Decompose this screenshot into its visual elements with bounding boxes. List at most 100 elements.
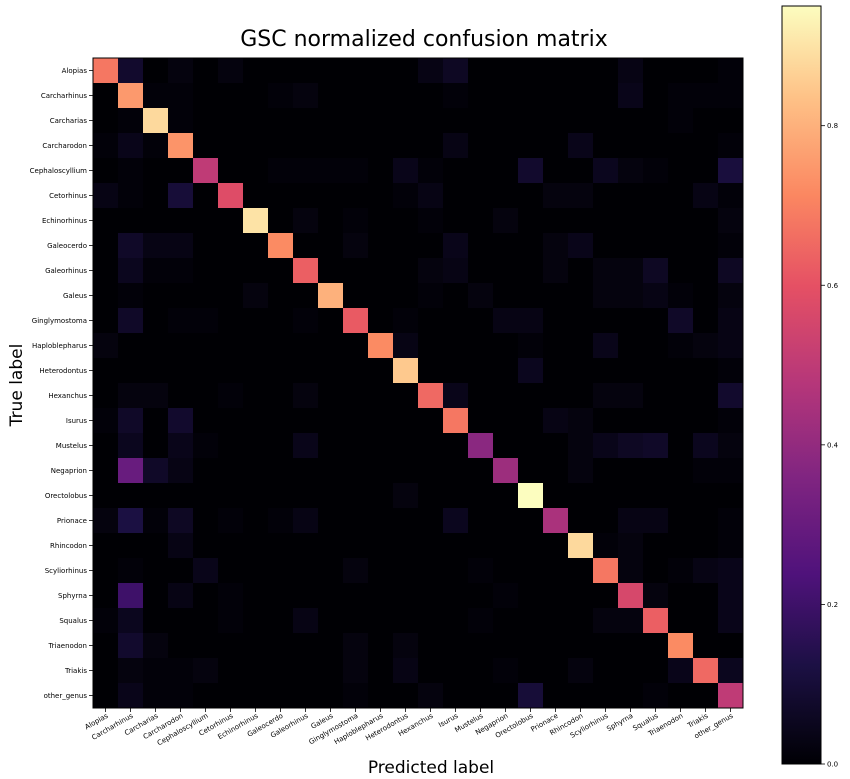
heatmap-cell: [668, 133, 693, 158]
heatmap-cell: [368, 208, 393, 233]
heatmap-cell: [268, 608, 293, 633]
heatmap-cell: [643, 408, 668, 433]
heatmap-cell: [193, 83, 218, 108]
heatmap-cell: [643, 483, 668, 508]
heatmap-cell: [218, 658, 243, 683]
heatmap-cell: [418, 233, 443, 258]
heatmap-cell: [518, 483, 543, 508]
heatmap-cell: [218, 683, 243, 708]
x-tick-label: Sphyrna: [605, 712, 634, 733]
heatmap-cell: [168, 608, 193, 633]
x-axis-label: Predicted label: [368, 758, 494, 778]
heatmap-cell: [668, 183, 693, 208]
heatmap-cell: [343, 383, 368, 408]
heatmap-cell: [668, 608, 693, 633]
heatmap-cell: [268, 83, 293, 108]
heatmap-cell: [493, 233, 518, 258]
heatmap-cell: [193, 508, 218, 533]
heatmap-cell: [443, 233, 468, 258]
heatmap-cell: [218, 233, 243, 258]
heatmap-cell: [343, 358, 368, 383]
heatmap-cell: [268, 633, 293, 658]
heatmap-cell: [718, 683, 743, 708]
heatmap-cell: [268, 558, 293, 583]
heatmap-cell: [218, 458, 243, 483]
heatmap-cell: [93, 308, 118, 333]
heatmap-cell: [718, 458, 743, 483]
y-tick-label: Galeocerdo: [47, 242, 87, 250]
heatmap-cell: [343, 258, 368, 283]
heatmap-cell: [343, 408, 368, 433]
heatmap-cell: [568, 558, 593, 583]
heatmap-cell: [368, 258, 393, 283]
heatmap-cell: [543, 608, 568, 633]
heatmap-cell: [293, 208, 318, 233]
heatmap-cell: [643, 258, 668, 283]
heatmap-cell: [143, 458, 168, 483]
heatmap-cell: [393, 558, 418, 583]
heatmap-cell: [443, 608, 468, 633]
heatmap-cell: [518, 408, 543, 433]
heatmap-cell: [668, 158, 693, 183]
heatmap-cell: [368, 283, 393, 308]
heatmap-cell: [543, 483, 568, 508]
heatmap-cell: [118, 208, 143, 233]
heatmap-cell: [243, 433, 268, 458]
heatmap-cell: [393, 583, 418, 608]
heatmap-cell: [243, 558, 268, 583]
heatmap-cell: [243, 108, 268, 133]
heatmap-cell: [668, 483, 693, 508]
heatmap-cell: [343, 608, 368, 633]
heatmap-cell: [293, 233, 318, 258]
heatmap-cell: [193, 633, 218, 658]
heatmap-cell: [268, 158, 293, 183]
heatmap-cell: [218, 258, 243, 283]
heatmap-cell: [193, 533, 218, 558]
heatmap-cell: [668, 583, 693, 608]
heatmap-cell: [243, 408, 268, 433]
y-tick-label: Prionace: [57, 517, 87, 525]
heatmap-cell: [193, 233, 218, 258]
heatmap-cell: [718, 258, 743, 283]
heatmap-cell: [543, 433, 568, 458]
heatmap-cell: [268, 483, 293, 508]
heatmap-cell: [418, 433, 443, 458]
heatmap-cell: [243, 483, 268, 508]
heatmap-cell: [468, 558, 493, 583]
heatmap-cell: [443, 508, 468, 533]
heatmap-cell: [243, 533, 268, 558]
heatmap-cell: [368, 433, 393, 458]
heatmap-cell: [593, 558, 618, 583]
heatmap-cell: [718, 208, 743, 233]
heatmap-cell: [643, 283, 668, 308]
heatmap-cell: [293, 258, 318, 283]
heatmap-cell: [168, 558, 193, 583]
heatmap-cell: [693, 433, 718, 458]
heatmap-cell: [693, 658, 718, 683]
heatmap-cell: [418, 133, 443, 158]
heatmap-cell: [543, 233, 568, 258]
heatmap-cell: [293, 608, 318, 633]
heatmap-cell: [218, 83, 243, 108]
heatmap-cell: [193, 283, 218, 308]
heatmap-cell: [468, 533, 493, 558]
heatmap-cell: [168, 233, 193, 258]
heatmap-cell: [668, 433, 693, 458]
heatmap-cell: [493, 583, 518, 608]
heatmap-cell: [518, 358, 543, 383]
heatmap-cell: [318, 658, 343, 683]
heatmap-cell: [718, 408, 743, 433]
heatmap-cell: [668, 233, 693, 258]
heatmap-cell: [293, 58, 318, 83]
heatmap-cell: [343, 508, 368, 533]
heatmap-cell: [393, 483, 418, 508]
heatmap-cell: [393, 458, 418, 483]
heatmap-cell: [318, 383, 343, 408]
heatmap-cell: [618, 458, 643, 483]
heatmap-cell: [168, 83, 193, 108]
heatmap-cell: [468, 358, 493, 383]
heatmap-cell: [118, 308, 143, 333]
heatmap-cell: [318, 633, 343, 658]
heatmap-cell: [468, 683, 493, 708]
heatmap-cell: [443, 483, 468, 508]
